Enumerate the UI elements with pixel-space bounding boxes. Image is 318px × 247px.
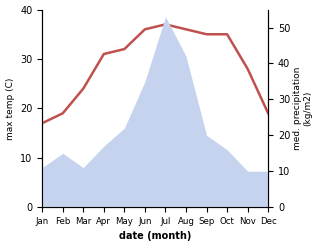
Y-axis label: max temp (C): max temp (C) — [5, 77, 15, 140]
Y-axis label: med. precipitation
(kg/m2): med. precipitation (kg/m2) — [293, 67, 313, 150]
X-axis label: date (month): date (month) — [119, 231, 191, 242]
